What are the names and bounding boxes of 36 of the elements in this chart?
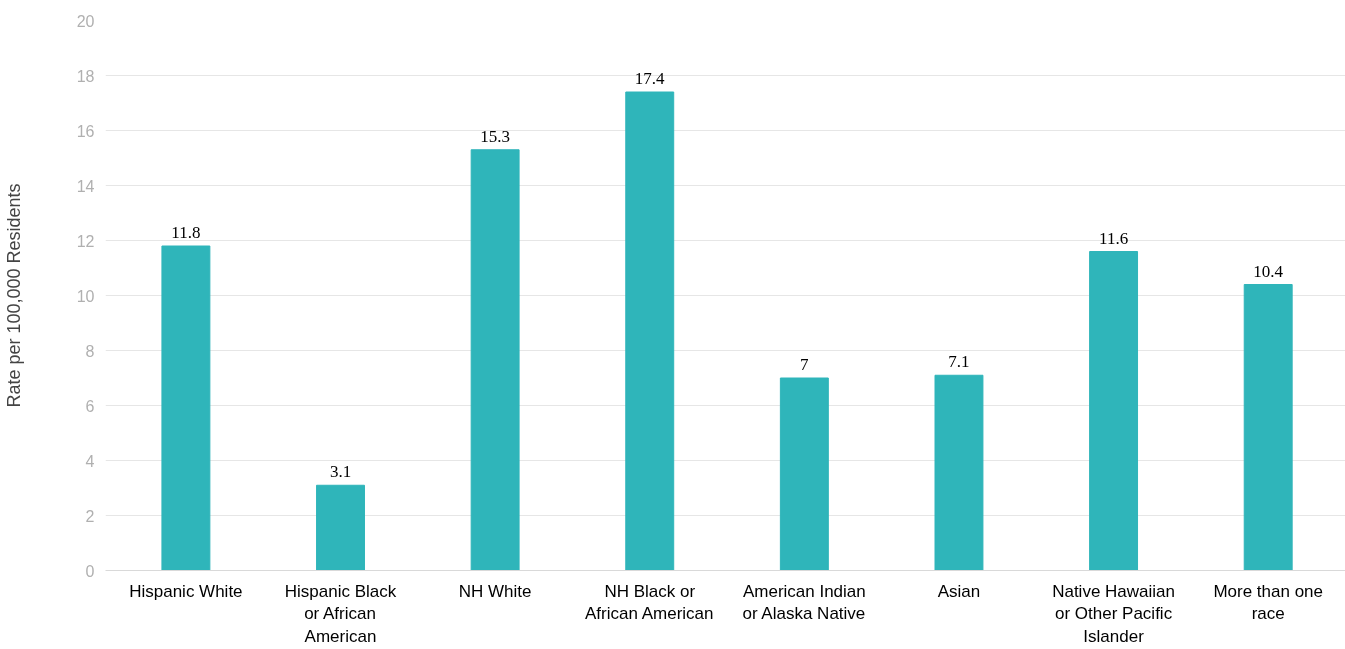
data-label: 10.4 <box>1253 261 1284 281</box>
y-tick-label: 18 <box>76 67 95 85</box>
data-label: 7 <box>800 355 810 374</box>
y-tick-label: 6 <box>85 397 95 415</box>
x-tick-label: Native Hawaiian or Other Pacific Islander <box>1052 581 1176 647</box>
y-tick-label: 12 <box>76 232 95 250</box>
y-tick-label: 20 <box>76 12 95 30</box>
bar <box>161 245 211 571</box>
bar <box>779 377 829 571</box>
x-tick-label: American Indian or Alaska Native <box>742 581 866 624</box>
y-tick-label: 4 <box>85 452 95 470</box>
y-tick-label: 8 <box>85 342 95 360</box>
bar <box>470 149 520 571</box>
bar <box>1089 251 1139 571</box>
data-label: 3.1 <box>329 462 352 482</box>
bar <box>316 484 365 571</box>
y-tick-label: 10 <box>76 287 95 305</box>
data-label: 17.4 <box>634 69 666 88</box>
y-tick-label: 2 <box>85 507 95 525</box>
data-label: 15.3 <box>480 126 510 146</box>
y-tick-label: 14 <box>76 177 95 195</box>
x-tick-label: Hispanic Black or African American <box>284 581 397 647</box>
y-tick-label: 16 <box>76 122 95 140</box>
x-tick-label: NH Black or African American <box>585 581 714 624</box>
y-tick-label: 0 <box>85 562 95 580</box>
x-tick-label: Asian <box>937 581 981 601</box>
x-tick-label: NH White <box>458 581 532 601</box>
bar <box>625 91 675 571</box>
data-label: 11.6 <box>1099 228 1129 248</box>
x-tick-label: Hispanic White <box>129 581 243 601</box>
y-axis-title: Rate per 100,000 Residents <box>3 183 24 408</box>
bar <box>934 374 984 571</box>
data-label: 11.8 <box>171 223 201 242</box>
bar <box>1243 284 1293 571</box>
data-label: 7.1 <box>948 352 970 372</box>
x-tick-label: More than one race <box>1213 581 1324 624</box>
